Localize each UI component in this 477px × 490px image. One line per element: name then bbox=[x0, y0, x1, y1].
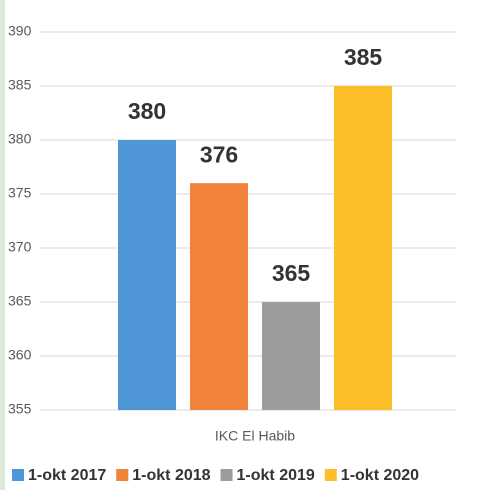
legend-swatch bbox=[12, 469, 24, 481]
y-tick-label: 355 bbox=[8, 401, 32, 417]
bar bbox=[118, 140, 176, 410]
y-tick-label: 380 bbox=[8, 131, 32, 147]
legend-swatch bbox=[116, 469, 129, 481]
data-label: 380 bbox=[128, 98, 166, 124]
legend-label: 1-okt 2017 bbox=[28, 467, 106, 484]
bar bbox=[190, 183, 248, 410]
data-label: 376 bbox=[200, 141, 238, 167]
y-tick-label: 365 bbox=[8, 293, 32, 309]
left-border bbox=[0, 0, 5, 490]
legend-swatch bbox=[324, 469, 337, 481]
data-label: 385 bbox=[344, 44, 383, 70]
bar bbox=[334, 86, 392, 410]
bar bbox=[262, 302, 320, 410]
y-tick-label: 390 bbox=[8, 23, 32, 39]
legend-label: 1-okt 2020 bbox=[341, 467, 419, 484]
y-tick-label: 385 bbox=[8, 77, 32, 93]
legend-label: 1-okt 2019 bbox=[237, 467, 315, 484]
y-tick-label: 375 bbox=[8, 185, 32, 201]
y-tick-label: 360 bbox=[8, 347, 32, 363]
y-tick-label: 370 bbox=[8, 239, 32, 255]
x-tick-label: IKC El Habib bbox=[215, 428, 295, 444]
legend-swatch bbox=[220, 469, 233, 481]
data-label: 365 bbox=[272, 260, 311, 286]
legend-label: 1-okt 2018 bbox=[132, 467, 210, 484]
